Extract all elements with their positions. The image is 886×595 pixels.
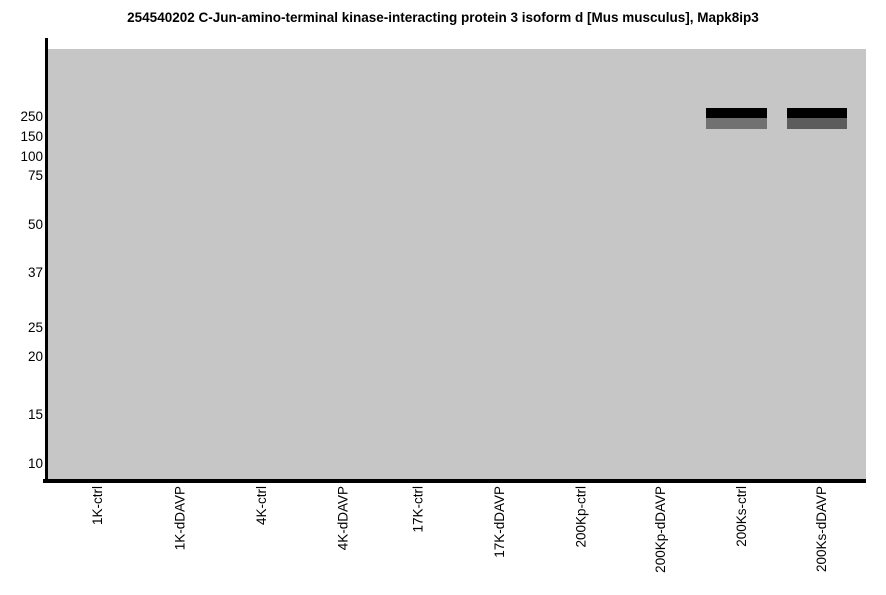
- y-axis-line: [45, 38, 48, 483]
- band-200Ks-dDAVP-segment-1: [787, 118, 847, 129]
- lane-label-text: 4K-dDAVP: [335, 486, 350, 551]
- band-200Ks-dDAVP-segment-0: [787, 108, 847, 118]
- y-axis-tick-label-15: 15: [27, 407, 43, 422]
- y-axis-tick-label-75: 75: [27, 168, 43, 183]
- band-200Ks-ctrl-segment-0: [706, 108, 767, 118]
- figure-title: 254540202 C-Jun-amino-terminal kinase-in…: [127, 10, 759, 25]
- lane-label-text: 200Kp-dDAVP: [653, 486, 668, 573]
- band-200Ks-ctrl-segment-1: [706, 118, 767, 129]
- lane-label-text: 17K-ctrl: [411, 486, 426, 533]
- y-axis-tick-label-37: 37: [27, 265, 43, 280]
- lane-label-text: 200Kp-ctrl: [574, 486, 589, 548]
- lane-label-text: 4K-ctrl: [254, 486, 269, 526]
- y-axis-tick-label-10: 10: [27, 456, 43, 471]
- x-axis-line: [43, 479, 866, 483]
- y-axis-tick-label-100: 100: [20, 149, 43, 164]
- lane-label-text: 200Ks-ctrl: [734, 486, 749, 547]
- lane-label-text: 200Ks-dDAVP: [814, 486, 829, 573]
- lane-label-text: 1K-ctrl: [90, 486, 105, 526]
- lane-label-text: 17K-dDAVP: [492, 486, 507, 558]
- y-axis-tick-label-25: 25: [27, 320, 43, 335]
- y-axis-tick-label-150: 150: [20, 129, 43, 144]
- y-axis-tick-label-20: 20: [27, 349, 43, 364]
- lane-label-text: 1K-dDAVP: [172, 486, 187, 551]
- y-axis-tick-label-50: 50: [27, 217, 43, 232]
- y-axis-tick-label-250: 250: [20, 109, 43, 124]
